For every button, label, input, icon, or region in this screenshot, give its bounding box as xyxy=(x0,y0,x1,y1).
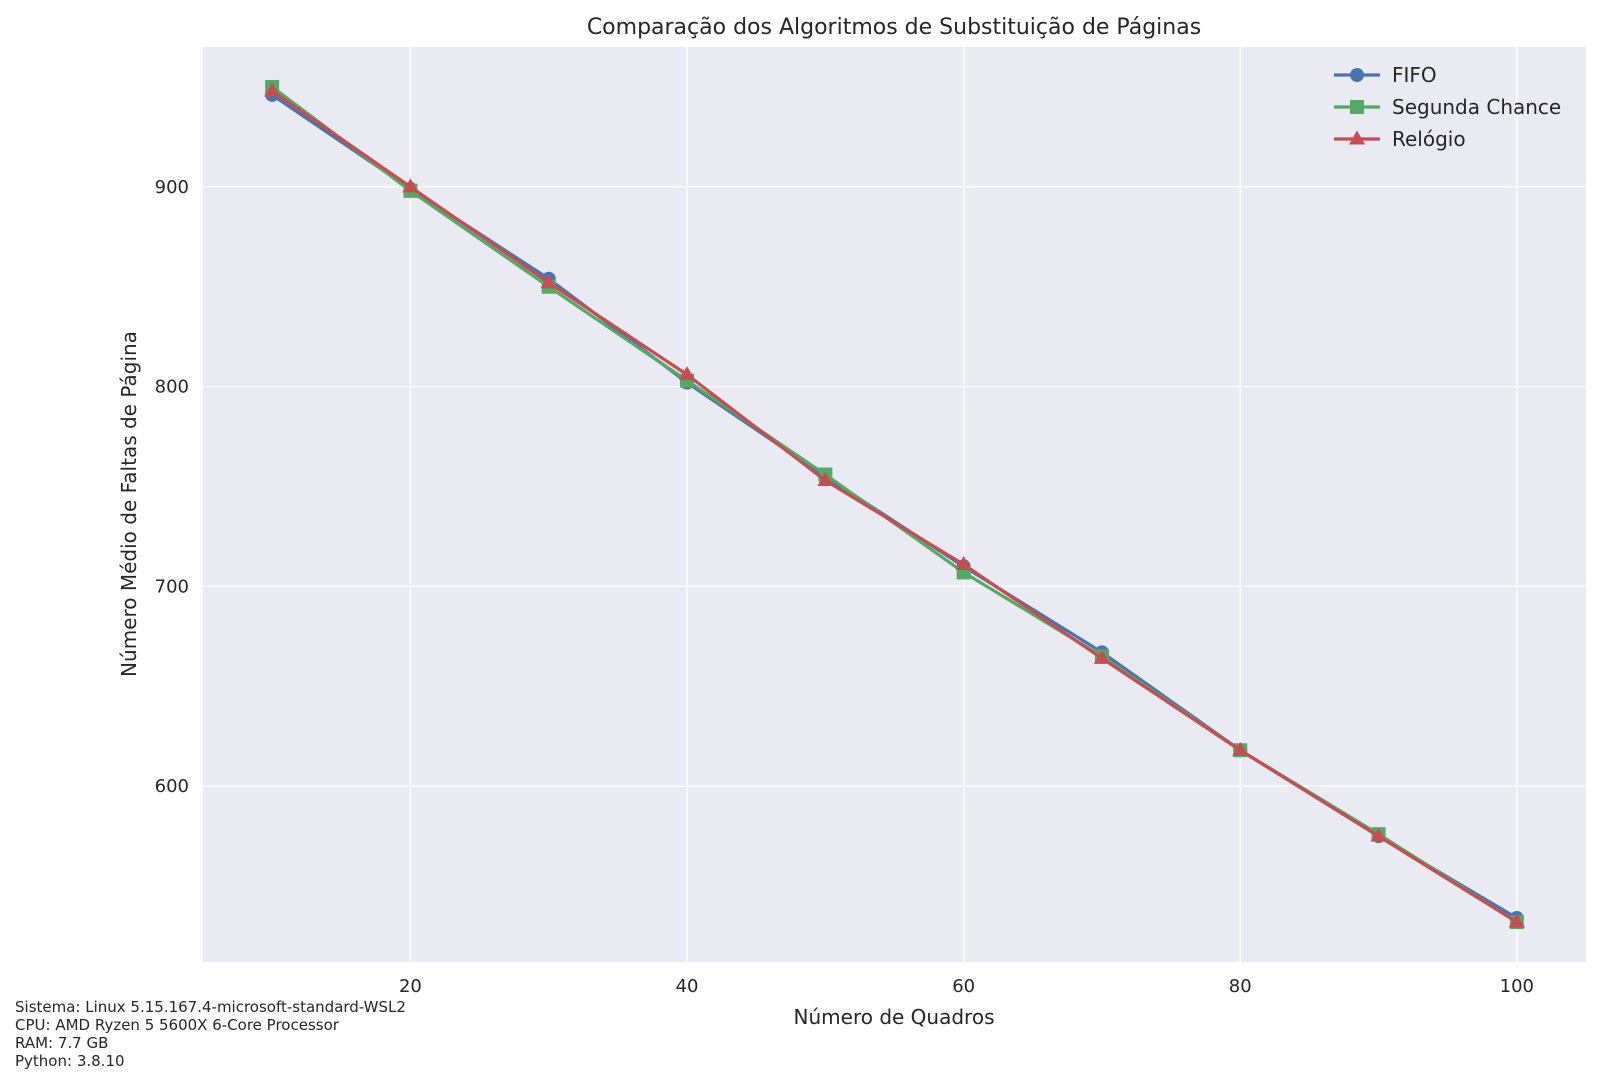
x-tick-label: 20 xyxy=(399,976,422,997)
legend: FIFO Segunda Chance Relógio xyxy=(1334,63,1561,151)
legend-label: Relógio xyxy=(1392,127,1466,151)
data-point xyxy=(402,178,419,193)
legend-label: FIFO xyxy=(1392,63,1437,87)
system-cpu-text: CPU: AMD Ryzen 5 5600X 6-Core Processor xyxy=(15,1016,339,1034)
y-tick-label: 600 xyxy=(155,776,189,797)
x-tick-label: 60 xyxy=(952,976,975,997)
data-point xyxy=(540,274,557,289)
series-rel-gio xyxy=(264,82,1525,928)
legend-label: Segunda Chance xyxy=(1392,95,1561,119)
x-tick-label: 40 xyxy=(676,976,699,997)
system-python-text: Python: 3.8.10 xyxy=(15,1052,125,1070)
legend-marker xyxy=(1350,100,1364,114)
chart-title: Comparação dos Algoritmos de Substituiçã… xyxy=(587,15,1201,40)
data-point xyxy=(955,555,972,570)
x-tick-label: 80 xyxy=(1229,976,1252,997)
legend-marker xyxy=(1348,130,1366,145)
system-ram-text: RAM: 7.7 GB xyxy=(15,1034,109,1052)
data-point xyxy=(1370,827,1387,842)
data-point xyxy=(678,366,696,381)
series-group xyxy=(264,79,1525,930)
y-tick-label: 700 xyxy=(155,576,189,597)
plot-area xyxy=(203,47,1586,962)
data-point xyxy=(817,472,834,487)
y-tick-label: 900 xyxy=(155,177,189,198)
system-os-text: Sistema: Linux 5.15.167.4-microsoft-stan… xyxy=(15,998,406,1016)
legend-item: FIFO xyxy=(1334,63,1437,87)
grid xyxy=(203,47,1586,962)
data-point xyxy=(1232,741,1249,756)
x-tick-label: 100 xyxy=(1500,976,1534,997)
data-point xyxy=(1508,913,1525,928)
y-tick-label: 800 xyxy=(155,377,189,398)
x-axis-label: Número de Quadros xyxy=(794,1005,995,1029)
legend-item: Segunda Chance xyxy=(1334,95,1561,119)
legend-marker xyxy=(1350,68,1364,82)
data-point xyxy=(1093,649,1111,664)
system-info: Sistema: Linux 5.15.167.4-microsoft-stan… xyxy=(15,998,406,1070)
y-axis-label: Número Médio de Faltas de Página xyxy=(117,331,141,677)
legend-item: Relógio xyxy=(1334,127,1466,151)
ticks: 20 40 60 80 100 600 700 800 900 xyxy=(155,177,1534,997)
data-point xyxy=(264,82,281,97)
series-line xyxy=(270,89,1519,924)
